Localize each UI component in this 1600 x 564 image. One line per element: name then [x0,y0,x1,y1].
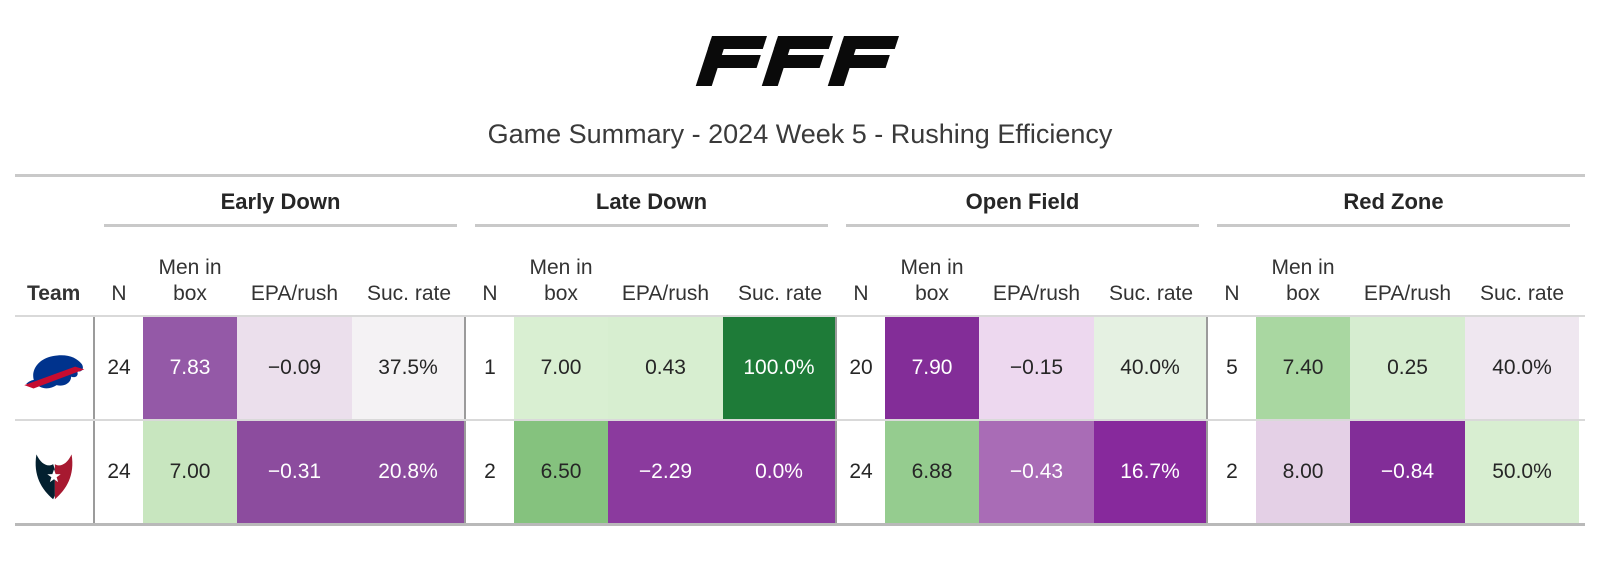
col-header-n: N [853,281,869,305]
group-header-spacer [15,177,95,227]
stat-men-in-box: 6.50 [514,421,608,523]
stat-men-in-box: 8.00 [1256,421,1350,523]
group-header-early-down: Early Down [95,177,466,227]
stat-epa-rush: 0.43 [608,317,723,419]
col-header-epa-rush: EPA/rush [250,281,339,305]
group-header-red-zone: Red Zone [1208,177,1579,227]
col-header-n: N [111,281,127,305]
group-underline [846,224,1199,227]
n-cell: 20 [849,356,873,379]
col-header-n: N [482,281,498,305]
stat-suc-rate: 100.0% [723,317,837,419]
stat-suc-rate: 37.5% [352,317,466,419]
group-label: Red Zone [1343,189,1444,214]
col-header-n: N [1224,281,1240,305]
n-cell: 24 [107,356,131,379]
table-row-bills: 24 7.83 −0.09 37.5% 1 7.00 0.43 100.0% 2… [15,317,1585,419]
table-row-texans: 24 7.00 −0.31 20.8% 2 6.50 −2.29 0.0% 24… [15,419,1585,526]
texans-logo-icon [15,421,95,523]
col-header-men-in-box: Men in box [158,255,222,305]
n-cell: 2 [1226,460,1238,483]
group-header-open-field: Open Field [837,177,1208,227]
n-cell: 24 [107,460,131,483]
group-label: Late Down [595,189,708,214]
n-cell: 1 [484,356,496,379]
stat-men-in-box: 7.00 [514,317,608,419]
group-underline [104,224,457,227]
group-label: Early Down [220,189,341,214]
col-header-suc-rate: Suc. rate [737,281,823,305]
column-header-row: Team N Men in box EPA/rush Suc. rate N M… [15,227,1585,317]
stat-epa-rush: 0.25 [1350,317,1465,419]
col-header-epa-rush: EPA/rush [992,281,1081,305]
stat-men-in-box: 7.00 [143,421,237,523]
stat-epa-rush: −0.43 [979,421,1094,523]
col-header-suc-rate: Suc. rate [1108,281,1194,305]
stat-suc-rate: 0.0% [723,421,837,523]
group-underline [475,224,828,227]
report-title: Game Summary - 2024 Week 5 - Rushing Eff… [487,119,1113,149]
stat-epa-rush: −0.84 [1350,421,1465,523]
stat-men-in-box: 7.83 [143,317,237,419]
pff-game-summary-report: Game Summary - 2024 Week 5 - Rushing Eff… [0,36,1600,564]
n-cell: 5 [1226,356,1238,379]
pff-logo-icon [694,36,906,86]
group-header-late-down: Late Down [466,177,837,227]
stat-suc-rate: 20.8% [352,421,466,523]
group-label: Open Field [965,189,1080,214]
rushing-efficiency-table: Early Down Late Down Open Field Red Zone… [15,174,1585,526]
stat-epa-rush: −2.29 [608,421,723,523]
stat-men-in-box: 6.88 [885,421,979,523]
stat-suc-rate: 40.0% [1465,317,1579,419]
n-cell: 2 [484,460,496,483]
col-header-epa-rush: EPA/rush [621,281,710,305]
group-header-row: Early Down Late Down Open Field Red Zone [15,174,1585,227]
n-cell: 24 [849,460,873,483]
team-column-header: Team [27,281,81,305]
stat-epa-rush: −0.09 [237,317,352,419]
stat-men-in-box: 7.40 [1256,317,1350,419]
col-header-men-in-box: Men in box [529,255,593,305]
stat-suc-rate: 16.7% [1094,421,1208,523]
col-header-men-in-box: Men in box [1271,255,1335,305]
group-underline [1217,224,1570,227]
stat-epa-rush: −0.31 [237,421,352,523]
stat-suc-rate: 50.0% [1465,421,1579,523]
col-header-suc-rate: Suc. rate [1479,281,1565,305]
col-header-suc-rate: Suc. rate [366,281,452,305]
col-header-men-in-box: Men in box [900,255,964,305]
stat-epa-rush: −0.15 [979,317,1094,419]
col-header-epa-rush: EPA/rush [1363,281,1452,305]
bills-logo-icon [15,317,95,419]
stat-suc-rate: 40.0% [1094,317,1208,419]
stat-men-in-box: 7.90 [885,317,979,419]
